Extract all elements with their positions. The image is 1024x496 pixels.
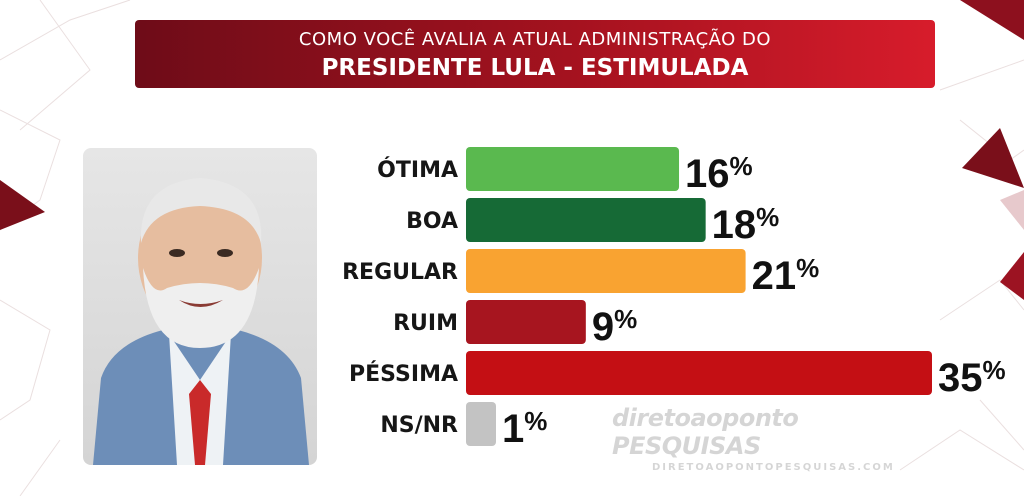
category-label: BOA [406,209,458,234]
bar [466,402,496,446]
bar [466,198,706,242]
deco-triangle-2 [960,0,1024,40]
deco-triangle-1 [0,180,45,230]
deco-triangle-3 [962,128,1024,188]
value-label: 1% [502,406,547,451]
value-label: 35% [938,355,1006,400]
bar [466,249,746,293]
value-label: 16% [685,151,753,196]
portrait-photo [83,148,317,465]
portrait-illustration [93,178,309,465]
category-label: ÓTIMA [377,157,458,183]
chart-title: PRESIDENTE LULA - ESTIMULADA [321,55,749,81]
chart-subtitle: COMO VOCÊ AVALIA A ATUAL ADMINISTRAÇÃO D… [298,29,772,50]
watermark: diretoaoponto PESQUISAS DIRETOAOPONTOPES… [612,404,902,473]
deco-triangle-5 [1000,190,1024,230]
value-label: 21% [752,253,820,298]
bar [466,351,932,395]
category-label: RUIM [393,311,458,336]
deco-triangle-4 [1000,252,1024,300]
category-label: NS/NR [380,413,458,438]
bar [466,300,586,344]
watermark-tag: PESQUISAS [612,432,761,460]
watermark-brand: diretoaoponto [612,404,799,432]
watermark-url: DIRETOAOPONTOPESQUISAS.COM [652,462,895,473]
bar [466,147,680,191]
category-label: PÉSSIMA [349,361,458,387]
title-banner: COMO VOCÊ AVALIA A ATUAL ADMINISTRAÇÃO D… [135,20,935,88]
value-label: 18% [712,202,780,247]
value-label: 9% [592,304,637,349]
category-label: REGULAR [342,260,458,285]
